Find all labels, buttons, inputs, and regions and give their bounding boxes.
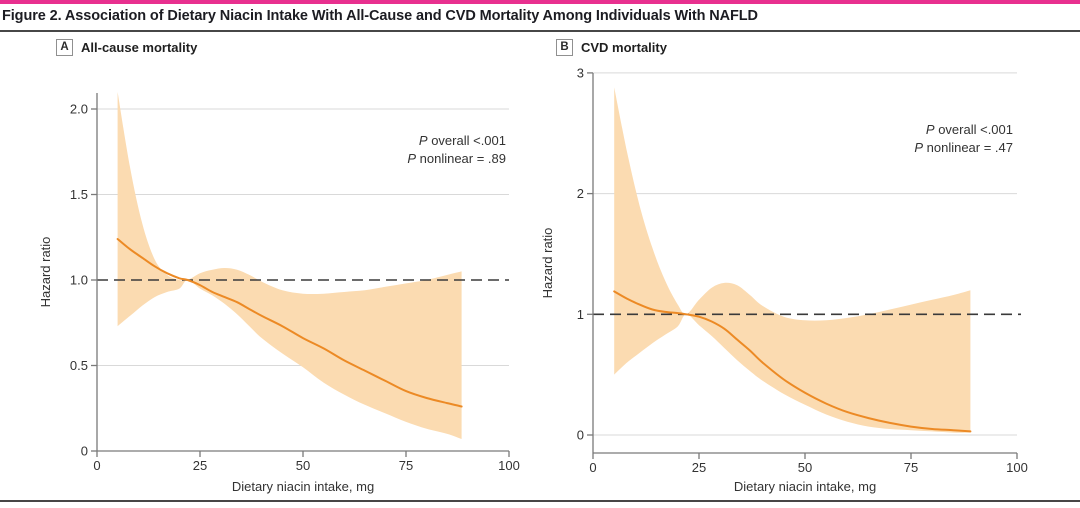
x-tick-label: 75	[399, 458, 413, 473]
y-tick-label: 1.5	[70, 187, 88, 202]
accent-bar	[0, 0, 1080, 4]
x-tick-label: 50	[798, 460, 812, 475]
chart-all-cause-mortality: 0 0.5 1.0 1.5 2.0 0 25 50 75 100 Hazard ratio Dieta…	[38, 91, 520, 494]
title-rule	[0, 30, 1080, 32]
x-axis-label: Dietary niacin intake, mg	[734, 479, 876, 494]
y-tick-label: 2.0	[70, 102, 88, 117]
y-tick-label: 0.5	[70, 358, 88, 373]
y-tick-label: 2	[577, 186, 584, 201]
hazard-ratio-line	[613, 290, 972, 433]
x-tick-label: 75	[904, 460, 918, 475]
hazard-ratio-line	[116, 238, 463, 408]
x-tick-label: 25	[193, 458, 207, 473]
x-tick-label: 50	[296, 458, 310, 473]
p-value-annotation: P overall <.001	[926, 122, 1013, 137]
y-axis-label: Hazard ratio	[38, 237, 53, 308]
y-tick-label: 3	[577, 65, 584, 80]
panel-b-badge: B	[556, 38, 573, 56]
bottom-rule	[0, 500, 1080, 502]
figure-title: Figure 2. Association of Dietary Niacin …	[2, 8, 758, 24]
p-value-annotation: P overall <.001	[419, 133, 506, 148]
panel-a-header: A All-cause mortality	[56, 37, 197, 57]
x-tick-label: 0	[589, 460, 596, 475]
p-value-annotation: P nonlinear = .47	[914, 140, 1013, 155]
panel-b-header: B CVD mortality	[556, 37, 667, 57]
y-tick-label: 0	[81, 444, 88, 459]
confidence-band	[117, 91, 462, 440]
confidence-band	[614, 87, 971, 433]
x-tick-label: 25	[692, 460, 706, 475]
x-axis-label: Dietary niacin intake, mg	[232, 479, 374, 494]
chart-cvd-mortality: 0 1 2 3 0 25 50 75 100 Hazard ratio Dietary niacin…	[540, 65, 1028, 494]
y-tick-label: 1.0	[70, 273, 88, 288]
x-tick-label: 100	[498, 458, 520, 473]
y-tick-label: 1	[577, 307, 584, 322]
panel-a-label: All-cause mortality	[81, 39, 198, 55]
x-tick-label: 0	[93, 458, 100, 473]
panel-b-label: CVD mortality	[581, 39, 667, 55]
y-axis-label: Hazard ratio	[540, 228, 555, 299]
x-tick-label: 100	[1006, 460, 1028, 475]
p-value-annotation: P nonlinear = .89	[407, 151, 506, 166]
panel-a-badge: A	[56, 38, 73, 56]
y-tick-label: 0	[577, 428, 584, 443]
